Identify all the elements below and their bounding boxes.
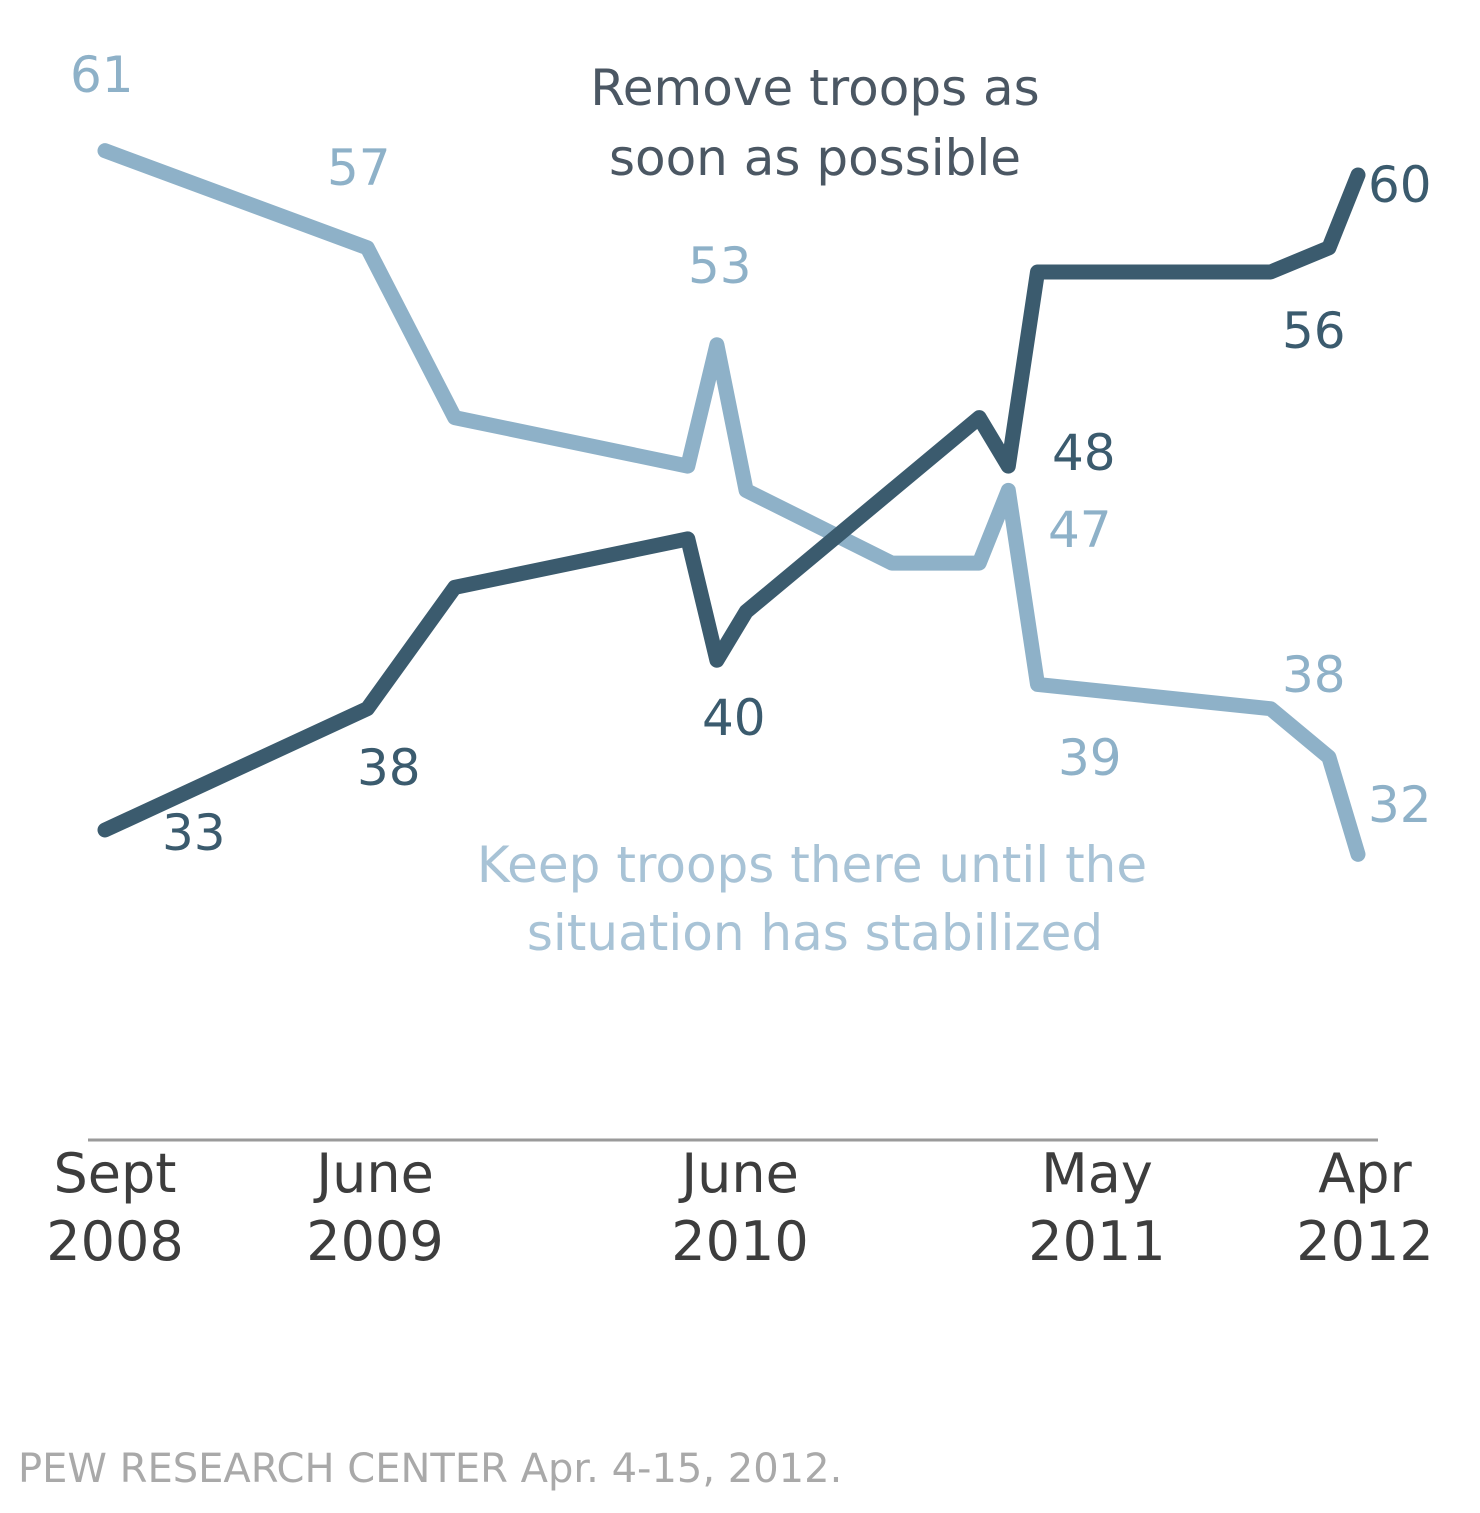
x-tick-year: 2011 xyxy=(1028,1210,1165,1273)
data-label-remove: 60 xyxy=(1368,156,1432,214)
data-label-keep: 38 xyxy=(1282,646,1346,704)
x-tick-year: 2009 xyxy=(306,1210,443,1273)
data-label-keep: 61 xyxy=(70,46,134,104)
data-label-remove: 33 xyxy=(162,804,226,862)
series-label-keep-line2: situation has stabilized xyxy=(527,904,1103,962)
series-label-keep-line1: Keep troops there until the xyxy=(477,836,1147,894)
series-line-keep xyxy=(97,143,1366,862)
x-tick-year: 2012 xyxy=(1296,1210,1433,1273)
data-label-keep: 39 xyxy=(1058,729,1122,787)
series-label-remove-line1: Remove troops as xyxy=(590,59,1039,117)
x-tick-year: 2008 xyxy=(46,1210,183,1273)
x-tick-year: 2010 xyxy=(671,1210,808,1273)
x-tick-month: June xyxy=(678,1142,799,1205)
data-label-remove: 48 xyxy=(1052,424,1116,482)
data-label-keep: 57 xyxy=(327,139,391,197)
x-tick-month: May xyxy=(1041,1142,1153,1205)
data-label-keep: 47 xyxy=(1048,501,1112,559)
data-label-remove: 40 xyxy=(702,689,766,747)
source-note: PEW RESEARCH CENTER Apr. 4-15, 2012. xyxy=(18,1446,842,1492)
series-line-remove xyxy=(97,167,1366,838)
x-tick-month: June xyxy=(313,1142,434,1205)
series-label-remove-line2: soon as possible xyxy=(609,129,1021,187)
data-label-keep: 53 xyxy=(688,237,752,295)
x-tick-month: Apr xyxy=(1318,1142,1412,1205)
data-label-remove: 38 xyxy=(357,739,421,797)
data-label-remove: 56 xyxy=(1282,302,1346,360)
x-tick-month: Sept xyxy=(54,1142,177,1205)
data-label-keep: 32 xyxy=(1368,776,1432,834)
